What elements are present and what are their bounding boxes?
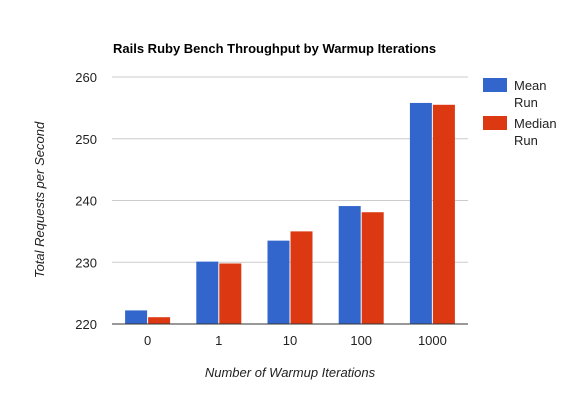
bar-median-run-10 xyxy=(290,231,313,324)
bar-mean-run-10 xyxy=(267,240,290,324)
bar-mean-run-1 xyxy=(196,261,219,324)
bar-mean-run-1000 xyxy=(409,102,432,324)
legend-label: Mean xyxy=(514,78,547,93)
gridlines xyxy=(112,76,468,263)
x-tick-label: 10 xyxy=(283,333,297,348)
y-axis-title: Total Requests per Second xyxy=(32,121,47,278)
bar-median-run-1000 xyxy=(432,104,455,324)
y-tick-label: 250 xyxy=(75,132,97,147)
chart-title: Rails Ruby Bench Throughput by Warmup It… xyxy=(113,41,436,56)
bar-mean-run-0 xyxy=(125,310,148,324)
legend-swatch xyxy=(483,78,507,92)
y-axis-ticks: 220 230 240 250 260 xyxy=(75,70,97,332)
legend-label: Run xyxy=(514,133,538,148)
x-axis-ticks: 0 1 10 100 1000 xyxy=(144,333,447,348)
legend: Mean Run Median Run xyxy=(483,78,557,148)
x-tick-label: 0 xyxy=(144,333,151,348)
y-tick-label: 230 xyxy=(75,255,97,270)
x-tick-label: 1000 xyxy=(418,333,447,348)
bar-mean-run-100 xyxy=(338,206,361,324)
y-tick-label: 260 xyxy=(75,70,97,85)
bars xyxy=(125,102,455,324)
bar-median-run-1 xyxy=(219,263,242,324)
y-tick-label: 220 xyxy=(75,317,97,332)
x-tick-label: 100 xyxy=(350,333,372,348)
bar-median-run-0 xyxy=(148,317,171,324)
bar-median-run-100 xyxy=(361,212,384,324)
y-tick-label: 240 xyxy=(75,194,97,209)
x-axis-title: Number of Warmup Iterations xyxy=(205,365,376,380)
legend-label: Run xyxy=(514,95,538,110)
legend-label: Median xyxy=(514,116,557,131)
x-tick-label: 1 xyxy=(215,333,222,348)
legend-swatch xyxy=(483,116,507,130)
